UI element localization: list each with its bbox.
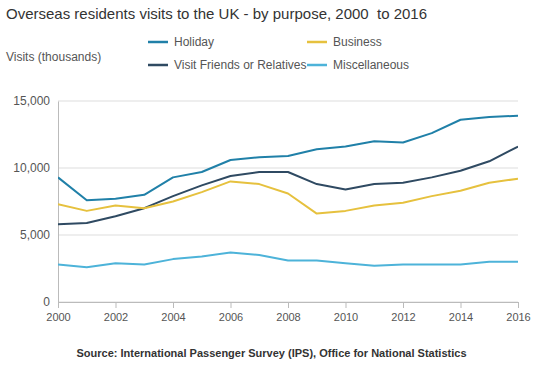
lines	[58, 116, 518, 267]
grid-line	[58, 168, 518, 169]
x-tick-label: 2002	[104, 311, 128, 323]
y-axis-line	[58, 102, 59, 303]
x-tick-label: 2006	[219, 311, 243, 323]
legend-label: Business	[333, 35, 382, 49]
legend-label: Miscellaneous	[333, 58, 409, 72]
x-tick-label: 2008	[276, 311, 300, 323]
legend-label: Holiday	[174, 35, 214, 49]
grid-line	[58, 235, 518, 236]
x-tick: 2006	[219, 302, 243, 323]
x-tick-mark	[288, 302, 289, 308]
x-tick-label: 2014	[449, 311, 473, 323]
legend-label: Visit Friends or Relatives	[174, 58, 307, 72]
y-tick-label: 5,000	[20, 228, 50, 242]
legend-item: Visit Friends or Relatives	[148, 58, 307, 72]
x-tick-mark	[518, 302, 519, 308]
x-tick-mark	[58, 302, 59, 308]
x-tick: 2000	[46, 302, 70, 323]
x-tick-label: 2016	[506, 311, 530, 323]
legend-swatch	[148, 64, 168, 67]
y-tick: 0	[43, 295, 58, 309]
x-tick-label: 2010	[334, 311, 358, 323]
x-tick-label: 2004	[161, 311, 185, 323]
y-tick-label: 15,000	[13, 94, 50, 108]
x-tick: 2002	[104, 302, 128, 323]
x-tick: 2004	[161, 302, 185, 323]
x-tick-label: 2012	[391, 311, 415, 323]
legend: Holiday Visit Friends or Relatives Busines…	[148, 35, 409, 72]
grid-line	[58, 101, 518, 102]
x-tick: 2014	[449, 302, 473, 323]
legend-swatch	[307, 64, 327, 67]
y-tick-label: 10,000	[13, 161, 50, 175]
plot: 05,00010,00015,0002000200220042006200820…	[13, 94, 530, 322]
x-tick-mark	[231, 302, 232, 308]
y-tick: 15,000	[13, 94, 58, 108]
y-tick: 5,000	[20, 228, 58, 242]
x-tick-mark	[116, 302, 117, 308]
y-axis: 0 5,000 10,000 15,000	[13, 94, 58, 309]
legend-swatch	[148, 41, 168, 44]
legend-swatch	[307, 41, 327, 44]
x-tick-mark	[403, 302, 404, 308]
legend-item: Miscellaneous	[307, 58, 409, 72]
y-tick-label: 0	[43, 295, 50, 309]
series-line	[58, 179, 518, 214]
x-tick: 2012	[391, 302, 415, 323]
x-tick: 2016	[506, 302, 530, 323]
x-tick-mark	[173, 302, 174, 308]
series-line	[58, 116, 518, 200]
grid	[58, 101, 518, 302]
x-tick-mark	[346, 302, 347, 308]
legend-item: Business	[307, 35, 382, 49]
legend-item: Holiday	[148, 35, 214, 49]
x-tick: 2008	[276, 302, 300, 323]
y-axis-title: Visits (thousands)	[6, 50, 101, 64]
series-line	[58, 147, 518, 225]
chart: Overseas residents visits to the UK - by…	[0, 0, 543, 379]
source: Source: International Passenger Survey (…	[77, 347, 467, 359]
series-line	[58, 252, 518, 267]
x-axis: 2000 2002 2004 2006 2008 2010 2012 2014 2016	[46, 302, 530, 323]
x-tick-label: 2000	[46, 311, 70, 323]
title: Overseas residents visits to the UK - by…	[6, 5, 427, 22]
x-tick-mark	[461, 302, 462, 308]
x-tick: 2010	[334, 302, 358, 323]
y-tick: 10,000	[13, 161, 58, 175]
